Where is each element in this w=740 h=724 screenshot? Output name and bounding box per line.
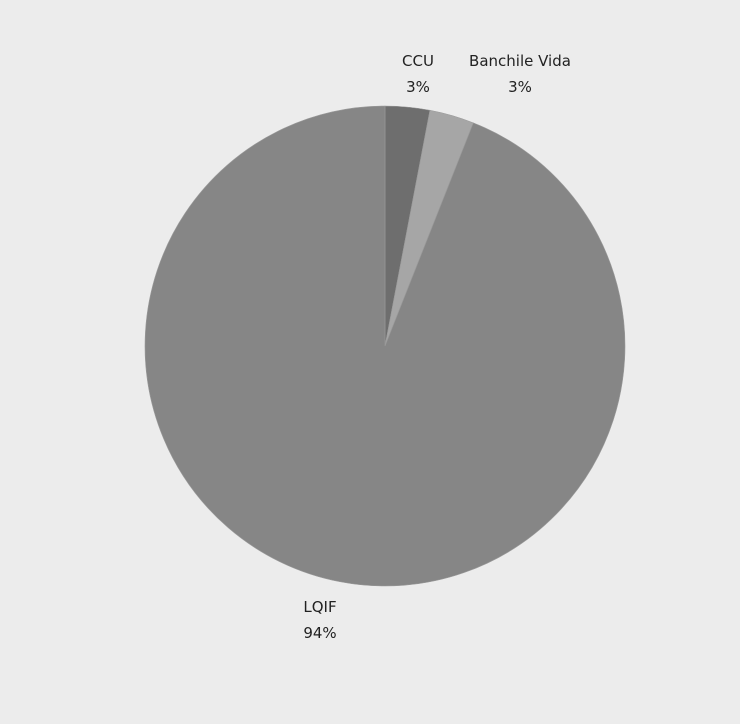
pie-slice-lqif bbox=[144, 105, 626, 587]
slice-label-lqif-name: LQIF bbox=[303, 598, 336, 616]
slice-label-ccu-value: 3% bbox=[406, 78, 430, 96]
slice-label-lqif-value: 94% bbox=[303, 624, 336, 642]
slice-label-banchile-vida-name: Banchile Vida bbox=[469, 52, 571, 70]
pie-slices bbox=[144, 105, 626, 587]
slice-label-banchile-vida-value: 3% bbox=[508, 78, 532, 96]
slice-label-ccu-name: CCU bbox=[402, 52, 434, 70]
